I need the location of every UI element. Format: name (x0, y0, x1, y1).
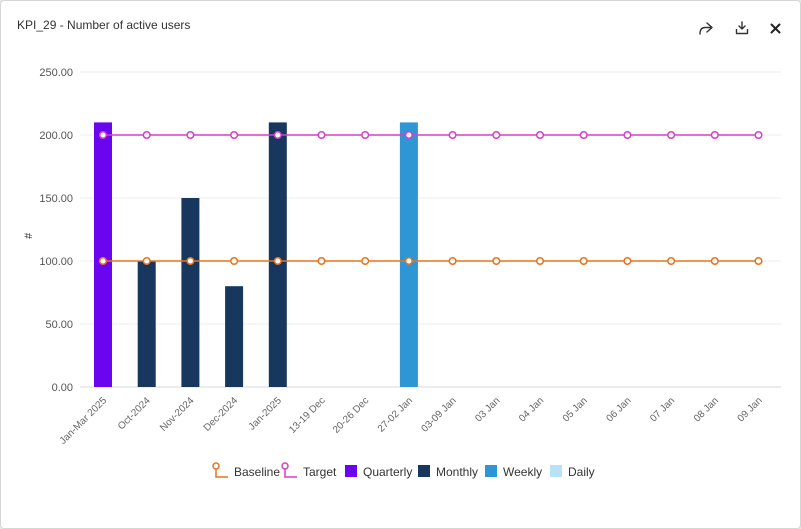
bar-monthly (268, 122, 287, 388)
point-target (448, 130, 457, 140)
legend-swatch (485, 465, 497, 477)
chart-area: 0.00 50.00 100.00 150.00 200.00 250.00 # Jan-Ma… (23, 67, 781, 479)
x-tick-label: 03 Jan (473, 395, 502, 424)
legend-item-baseline: Baseline (212, 462, 280, 479)
point-baseline (667, 256, 676, 266)
point-target (492, 130, 501, 140)
point-baseline (361, 256, 370, 266)
point-target (273, 130, 282, 140)
point-target (623, 130, 632, 140)
legend-item-daily: Daily (550, 465, 595, 479)
x-tick-label: 03-09 Jan (419, 395, 458, 434)
point-baseline (273, 256, 282, 266)
legend-label: Daily (568, 465, 595, 479)
point-baseline (186, 256, 195, 266)
legend-swatch (550, 465, 562, 477)
bar-monthly (225, 286, 244, 387)
legend-label: Quarterly (363, 465, 412, 479)
point-target (579, 130, 588, 140)
point-target (186, 130, 195, 140)
point-target (404, 130, 413, 140)
dialog-title: KPI_29 - Number of active users (17, 18, 191, 32)
bar-weekly (399, 122, 418, 388)
close-icon (770, 23, 780, 33)
point-baseline (142, 256, 151, 266)
legend-swatch (418, 465, 430, 477)
y-tick-label: 100.00 (39, 256, 73, 268)
point-target (98, 130, 108, 140)
point-baseline (448, 256, 457, 266)
x-tick-label: Nov-2024 (158, 395, 197, 434)
point-baseline (404, 256, 413, 266)
x-tick-label: 05 Jan (561, 395, 590, 424)
legend-label: Weekly (503, 465, 542, 479)
legend-item-monthly: Monthly (418, 465, 478, 479)
legend-label: Target (303, 465, 337, 479)
point-baseline (492, 256, 501, 266)
share-icon (698, 21, 713, 35)
y-tick-label: 0.00 (52, 382, 73, 394)
point-target (317, 130, 326, 140)
legend-swatch (345, 465, 357, 477)
x-tick-label: 13-19 Dec (287, 395, 327, 435)
y-tick-label: 250.00 (39, 67, 73, 79)
point-baseline (230, 256, 239, 266)
y-tick-label: 50.00 (45, 319, 73, 331)
legend-line-symbol (284, 468, 297, 478)
x-tick-label: 09 Jan (736, 395, 765, 424)
point-target (754, 130, 763, 140)
point-baseline (579, 256, 588, 266)
x-tick-label: 08 Jan (692, 395, 721, 424)
x-tick-label: 04 Jan (517, 395, 546, 424)
close-button[interactable] (766, 19, 784, 37)
point-baseline (98, 256, 108, 266)
x-tick-label: Dec-2024 (202, 395, 241, 434)
x-tick-label: 20-26 Dec (331, 395, 371, 435)
point-target (667, 130, 676, 140)
x-tick-label: Jan-Mar 2025 (58, 395, 110, 447)
legend-marker-symbol (212, 462, 220, 470)
point-baseline (535, 256, 545, 266)
x-tick-label: 07 Jan (648, 395, 677, 424)
point-baseline (623, 256, 632, 266)
point-target (230, 130, 239, 140)
legend-line-symbol (215, 468, 228, 478)
point-baseline (710, 256, 719, 266)
x-tick-label: 27-02 Jan (376, 395, 415, 434)
point-baseline (754, 256, 763, 266)
legend-item-target: Target (281, 462, 337, 479)
point-target (142, 130, 151, 140)
legend-marker-symbol (281, 462, 289, 470)
y-tick-label: 200.00 (39, 130, 73, 142)
point-baseline (317, 256, 326, 266)
legend-label: Monthly (436, 465, 478, 479)
bar-monthly (181, 198, 200, 387)
download-button[interactable] (733, 19, 751, 37)
y-axis-title: # (23, 232, 35, 239)
y-tick-label: 150.00 (39, 193, 73, 205)
legend-label: Baseline (234, 465, 280, 479)
legend-item-quarterly: Quarterly (345, 465, 412, 479)
bar-quarterly (94, 122, 112, 388)
point-target (535, 130, 545, 140)
share-button[interactable] (696, 19, 714, 37)
legend-item-weekly: Weekly (485, 465, 542, 479)
x-tick-label: Oct-2024 (116, 395, 153, 432)
download-icon (735, 21, 749, 35)
point-target (361, 130, 370, 140)
x-tick-label: 06 Jan (605, 395, 634, 424)
bar-monthly (137, 261, 156, 387)
x-tick-label: Jan-2025 (247, 395, 285, 433)
point-target (710, 130, 719, 140)
